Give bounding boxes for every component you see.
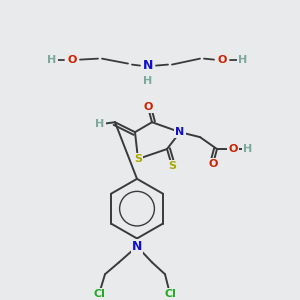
Text: O: O xyxy=(228,144,238,154)
Text: S: S xyxy=(168,161,176,171)
Text: O: O xyxy=(143,102,153,112)
Text: S: S xyxy=(134,154,142,164)
Text: H: H xyxy=(143,76,153,86)
Text: O: O xyxy=(217,55,227,64)
Text: O: O xyxy=(208,159,218,169)
Text: O: O xyxy=(67,55,77,64)
Text: N: N xyxy=(132,240,142,253)
Text: N: N xyxy=(176,127,184,137)
Text: H: H xyxy=(243,144,253,154)
Text: H: H xyxy=(47,55,57,64)
Text: H: H xyxy=(238,55,247,64)
Text: N: N xyxy=(143,59,153,72)
Text: Cl: Cl xyxy=(93,289,105,299)
Text: H: H xyxy=(95,119,105,129)
Text: Cl: Cl xyxy=(164,289,176,299)
